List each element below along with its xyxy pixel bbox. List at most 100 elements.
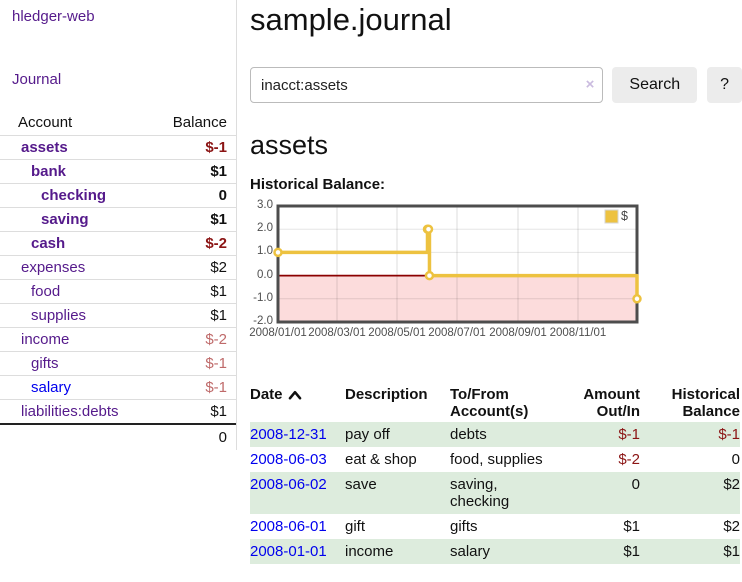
transaction-date-link[interactable]: 2008-06-02 — [250, 476, 327, 493]
y-axis-tick-label: -1.0 — [253, 291, 273, 304]
transaction-date-link[interactable]: 2008-06-01 — [250, 518, 327, 535]
transaction-amount: $-1 — [618, 426, 640, 443]
account-column-header: To/From Account(s) — [450, 386, 529, 420]
account-row: gifts $-1 — [0, 351, 236, 376]
transaction-amount: $1 — [623, 518, 640, 535]
account-balance: $-2 — [153, 231, 236, 256]
y-axis-tick-label: 0.0 — [257, 268, 273, 281]
account-row: expenses $2 — [0, 255, 236, 280]
search-bar: × Search ? — [250, 67, 742, 103]
account-row: income $-2 — [0, 327, 236, 352]
account-total-value: 0 — [153, 423, 236, 450]
transaction-description: income — [345, 543, 394, 560]
account-column-header: Account — [0, 111, 154, 136]
transaction-amount: $-2 — [618, 451, 640, 468]
page-title: sample.journal — [250, 2, 452, 37]
y-axis-tick-label: 3.0 — [257, 199, 273, 211]
transaction-description: eat & shop — [345, 451, 417, 468]
account-link-income[interactable]: income — [21, 331, 70, 348]
account-link-bank[interactable]: bank — [31, 163, 67, 180]
transaction-date-link[interactable]: 2008-01-01 — [250, 543, 327, 560]
account-balance: $1 — [153, 399, 236, 424]
transaction-accounts: debts — [450, 426, 487, 443]
account-row: bank $1 — [0, 159, 236, 184]
balance-column-header: Balance — [153, 111, 236, 136]
account-link-liabilities-debts[interactable]: liabilities:debts — [21, 403, 119, 420]
transaction-amount: 0 — [631, 476, 640, 493]
account-tree: Account Balance assets $-1 bank $1 checking 0… — [0, 111, 236, 450]
transaction-date-link[interactable]: 2008-06-03 — [250, 451, 327, 468]
account-row: assets $-1 — [0, 136, 236, 160]
date-column-header[interactable]: Date — [250, 384, 345, 422]
account-tree-header: Account Balance — [0, 111, 236, 136]
x-axis-tick-label: 2008/05/01 — [368, 327, 426, 339]
account-link-expenses[interactable]: expenses — [21, 259, 86, 276]
sidebar-item-journal[interactable]: Journal — [12, 71, 62, 88]
transaction-description: pay off — [345, 426, 390, 443]
main-content: sample.journal × Search ? assets Histori… — [249, 0, 742, 564]
clear-search-icon[interactable]: × — [585, 76, 595, 93]
account-link-cash[interactable]: cash — [31, 235, 66, 252]
account-link-food[interactable]: food — [31, 283, 61, 300]
account-link-supplies[interactable]: supplies — [31, 307, 87, 324]
account-balance: $-1 — [153, 351, 236, 376]
transaction-balance: 0 — [731, 451, 740, 468]
account-balance: $-2 — [153, 327, 236, 352]
register-row: 2008-06-03 eat & shop food, supplies $-2 0 — [250, 447, 740, 472]
transaction-balance: $1 — [723, 543, 740, 560]
register-table: Date Description To/From Account(s) Amoun… — [250, 384, 740, 564]
account-link-salary[interactable]: salary — [31, 379, 72, 396]
help-button[interactable]: ? — [707, 67, 742, 103]
transaction-description: gift — [345, 518, 366, 535]
account-row: checking 0 — [0, 183, 236, 208]
x-axis-tick-label: 2008/07/01 — [428, 327, 486, 339]
transaction-balance: $2 — [723, 476, 740, 493]
spacer — [0, 423, 154, 450]
register-row: 2008-06-02 save saving, checking 0 $2 — [250, 472, 740, 514]
account-row: supplies $1 — [0, 303, 236, 328]
chart-label: Historical Balance: — [250, 176, 386, 193]
y-axis-tick-label: 1.0 — [257, 245, 273, 258]
account-link-gifts[interactable]: gifts — [31, 355, 59, 372]
account-link-saving[interactable]: saving — [41, 211, 89, 228]
description-column-header: Description — [345, 386, 428, 403]
hledger-web-app: hledger-web Journal Account Balance asse… — [0, 0, 742, 564]
transaction-balance: $-1 — [718, 426, 740, 443]
account-balance: $1 — [153, 279, 236, 304]
x-axis-tick-label: 2008/01/01 — [249, 327, 307, 339]
x-axis-tick-label: 2008/09/01 — [489, 327, 547, 339]
register-row: 2008-01-01 income salary $1 $1 — [250, 539, 740, 564]
account-balance: $-1 — [153, 375, 236, 400]
account-link-assets[interactable]: assets — [21, 139, 68, 156]
legend-label: $ — [621, 209, 628, 223]
account-tree-body: assets $-1 bank $1 checking 0 saving $1 cash $-2 e… — [0, 136, 236, 424]
amount-column-header: Amount Out/In — [583, 386, 640, 420]
account-balance: $1 — [153, 159, 236, 184]
search-input[interactable] — [250, 67, 604, 103]
account-row: cash $-2 — [0, 231, 236, 256]
account-page-title: assets — [250, 130, 329, 160]
sidebar: hledger-web Journal Account Balance asse… — [0, 0, 237, 450]
account-balance: $1 — [153, 303, 236, 328]
account-balance: $1 — [153, 207, 236, 232]
account-link-checking[interactable]: checking — [41, 187, 107, 204]
register-body: 2008-12-31 pay off debts $-1 $-1 2008-06-03 ea… — [250, 422, 740, 564]
register-row: 2008-06-01 gift gifts $1 $2 — [250, 514, 740, 539]
transaction-description: save — [345, 476, 377, 493]
y-axis-tick-label: -2.0 — [253, 315, 273, 327]
account-row: salary $-1 — [0, 375, 236, 400]
y-axis-tick-label: 2.0 — [257, 222, 273, 235]
sort-ascending-icon — [288, 387, 302, 404]
transaction-accounts: gifts — [450, 518, 478, 535]
search-button[interactable]: Search — [612, 67, 698, 103]
chart-canvas — [273, 204, 642, 324]
app-brand-link[interactable]: hledger-web — [12, 8, 95, 25]
balance-column-header: Historical Balance — [671, 386, 740, 420]
register-header-row: Date Description To/From Account(s) Amoun… — [250, 384, 740, 422]
historical-balance-chart: $3.0 2.0 1.0 0.0 -1.0 -2.0 2008/01/01 2008/03/0… — [245, 199, 645, 349]
transaction-date-link[interactable]: 2008-12-31 — [250, 426, 327, 443]
transaction-accounts: food, supplies — [450, 451, 543, 468]
account-balance: $2 — [153, 255, 236, 280]
account-balance: $-1 — [205, 139, 227, 156]
account-balance: 0 — [153, 183, 236, 208]
